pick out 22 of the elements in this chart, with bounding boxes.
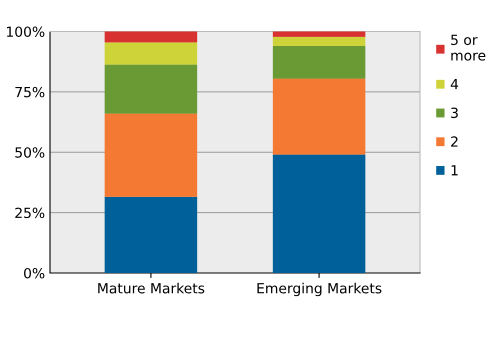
bar <box>272 36 366 46</box>
legend-label: 2 <box>451 136 458 147</box>
legend-label: 5 or more <box>451 34 486 61</box>
bar <box>104 32 198 42</box>
bar <box>272 154 366 273</box>
legend-label: 1 <box>452 165 458 176</box>
x-tick-label: Mature Markets <box>98 282 204 294</box>
y-tick-label: 0% <box>24 268 44 278</box>
y-tick-label: 25% <box>15 208 44 218</box>
bar <box>104 64 198 114</box>
legend-label: 4 <box>450 79 458 90</box>
bar <box>272 46 366 79</box>
y-tick-label: 75% <box>15 86 44 98</box>
bar <box>104 114 198 197</box>
y-tick-label: 50% <box>15 147 44 158</box>
y-tick-label: 100% <box>6 26 44 37</box>
bar <box>104 42 198 65</box>
bar <box>272 78 366 155</box>
x-tick-label: Emerging Markets <box>257 282 382 296</box>
legend-label: 3 <box>451 108 458 118</box>
bar <box>104 196 198 273</box>
bar <box>272 32 366 37</box>
